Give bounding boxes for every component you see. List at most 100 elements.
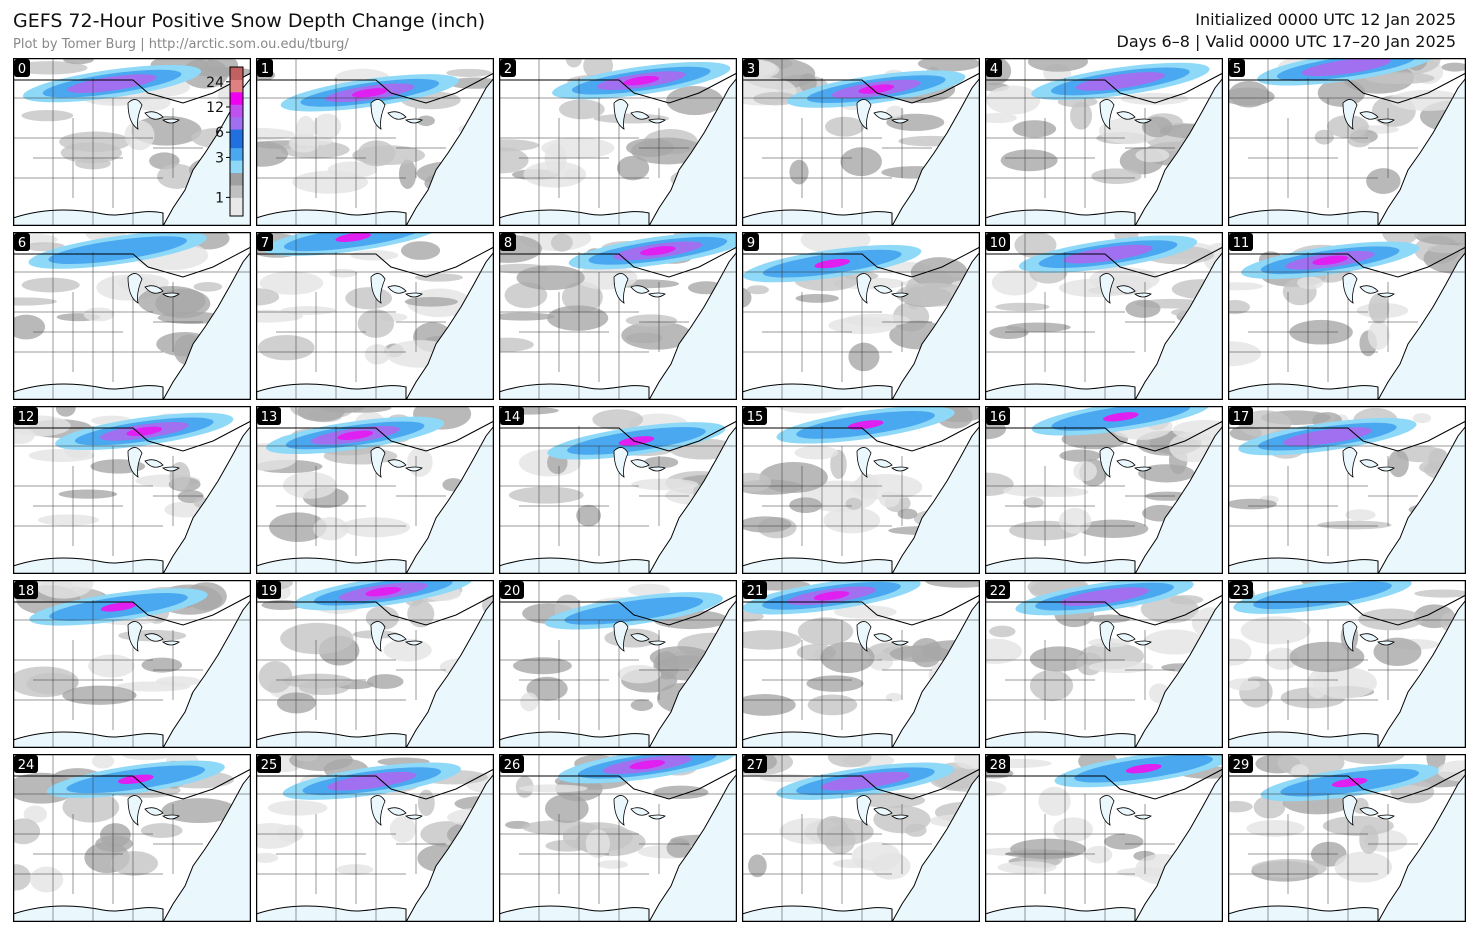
gulf xyxy=(13,209,164,226)
colorbar-swatch xyxy=(230,85,243,93)
map-panel: 8 xyxy=(499,232,737,400)
snow-area xyxy=(1088,614,1131,623)
snow-area xyxy=(340,517,411,538)
panel-label: 8 xyxy=(504,236,512,251)
snow-area xyxy=(597,860,629,869)
snow-area xyxy=(256,852,279,863)
snow-area xyxy=(520,692,539,712)
snow-area xyxy=(565,58,583,68)
lakes xyxy=(1342,795,1395,826)
colorbar-swatch xyxy=(230,73,243,80)
panel-frame xyxy=(742,580,980,748)
colorbar-swatch xyxy=(230,79,243,87)
snow-area xyxy=(643,456,679,469)
snow-area xyxy=(1084,845,1113,864)
snow-area xyxy=(1414,589,1466,598)
border xyxy=(13,246,251,278)
snow-area xyxy=(59,131,131,152)
border xyxy=(1228,420,1466,452)
panel-label-box xyxy=(14,59,30,77)
snow-area xyxy=(1317,520,1392,530)
panel-label: 27 xyxy=(747,758,764,773)
border xyxy=(13,420,251,452)
panel-frame xyxy=(742,754,980,922)
snow-area xyxy=(508,486,584,504)
snow-area xyxy=(83,307,115,322)
lakes xyxy=(1342,621,1395,652)
map-panel: 24 xyxy=(13,754,251,922)
state-lines xyxy=(13,406,251,574)
snow-area xyxy=(742,516,792,533)
panel-frame xyxy=(1228,58,1466,226)
snow-area xyxy=(313,517,349,541)
snow-area xyxy=(986,85,1041,115)
colorbar: 1 3 6 12 24 xyxy=(206,66,244,217)
snow-area xyxy=(1029,669,1074,702)
snow-area xyxy=(1358,608,1423,631)
panel-label: 9 xyxy=(747,236,755,251)
panel-label: 12 xyxy=(18,410,35,425)
snow-band xyxy=(327,771,417,791)
panel-label-box xyxy=(986,407,1010,425)
lakes xyxy=(1099,447,1152,478)
lakes xyxy=(370,99,423,130)
panel-frame xyxy=(499,406,737,574)
map-panel: 25 xyxy=(256,754,494,922)
lakes xyxy=(127,447,180,478)
ocean xyxy=(648,425,737,574)
snow-area xyxy=(547,305,609,331)
snow-area xyxy=(13,297,57,306)
state-lines xyxy=(742,754,980,922)
panel-label-box xyxy=(257,581,281,599)
snow-area xyxy=(295,754,318,762)
gulf xyxy=(742,209,893,226)
snow-band xyxy=(813,591,850,601)
snow-area xyxy=(155,676,201,687)
panel-label-box xyxy=(986,59,1002,77)
snow-area xyxy=(499,147,529,174)
snow-area xyxy=(851,842,901,872)
snow-area xyxy=(666,86,724,116)
snow-band xyxy=(858,84,895,94)
panel-frame xyxy=(13,406,251,574)
ocean xyxy=(648,77,737,226)
panel-label: 25 xyxy=(261,758,278,773)
panel-label-box xyxy=(14,581,38,599)
panel-frame xyxy=(13,580,251,748)
map-panel: 3 xyxy=(742,58,980,226)
border xyxy=(1228,72,1466,104)
state-lines xyxy=(499,58,737,226)
panel-label-box xyxy=(257,59,273,77)
snow-band xyxy=(1125,763,1162,774)
map-panel: 28 xyxy=(985,754,1223,922)
colorbar-swatch xyxy=(230,129,243,136)
border xyxy=(256,420,494,452)
snow-area xyxy=(288,133,320,153)
state-lines xyxy=(985,406,1223,574)
panel-frame xyxy=(499,232,737,400)
panel-label-box xyxy=(743,407,767,425)
snow-area xyxy=(256,309,304,323)
panel-frame xyxy=(742,406,980,574)
state-lines xyxy=(13,232,251,400)
snow-band xyxy=(365,586,402,597)
panel-frame xyxy=(742,232,980,400)
gulf xyxy=(742,557,893,574)
panel-label-box xyxy=(257,755,281,773)
snow-area xyxy=(545,839,590,852)
snow-area xyxy=(1253,795,1286,819)
snow-area xyxy=(91,754,115,769)
snow-area xyxy=(366,674,404,689)
snow-area xyxy=(830,449,847,479)
snow-area xyxy=(985,112,1017,124)
panel-frame xyxy=(1228,580,1466,748)
ocean xyxy=(405,599,494,748)
map-panel: 12 xyxy=(13,406,251,574)
colorbar-swatch xyxy=(230,147,243,155)
ocean xyxy=(162,599,251,748)
colorbar-swatch xyxy=(230,104,243,111)
panel-frame xyxy=(256,754,494,922)
snow-area xyxy=(653,785,709,800)
colorbar-swatch xyxy=(230,122,243,130)
lakes xyxy=(856,273,909,304)
